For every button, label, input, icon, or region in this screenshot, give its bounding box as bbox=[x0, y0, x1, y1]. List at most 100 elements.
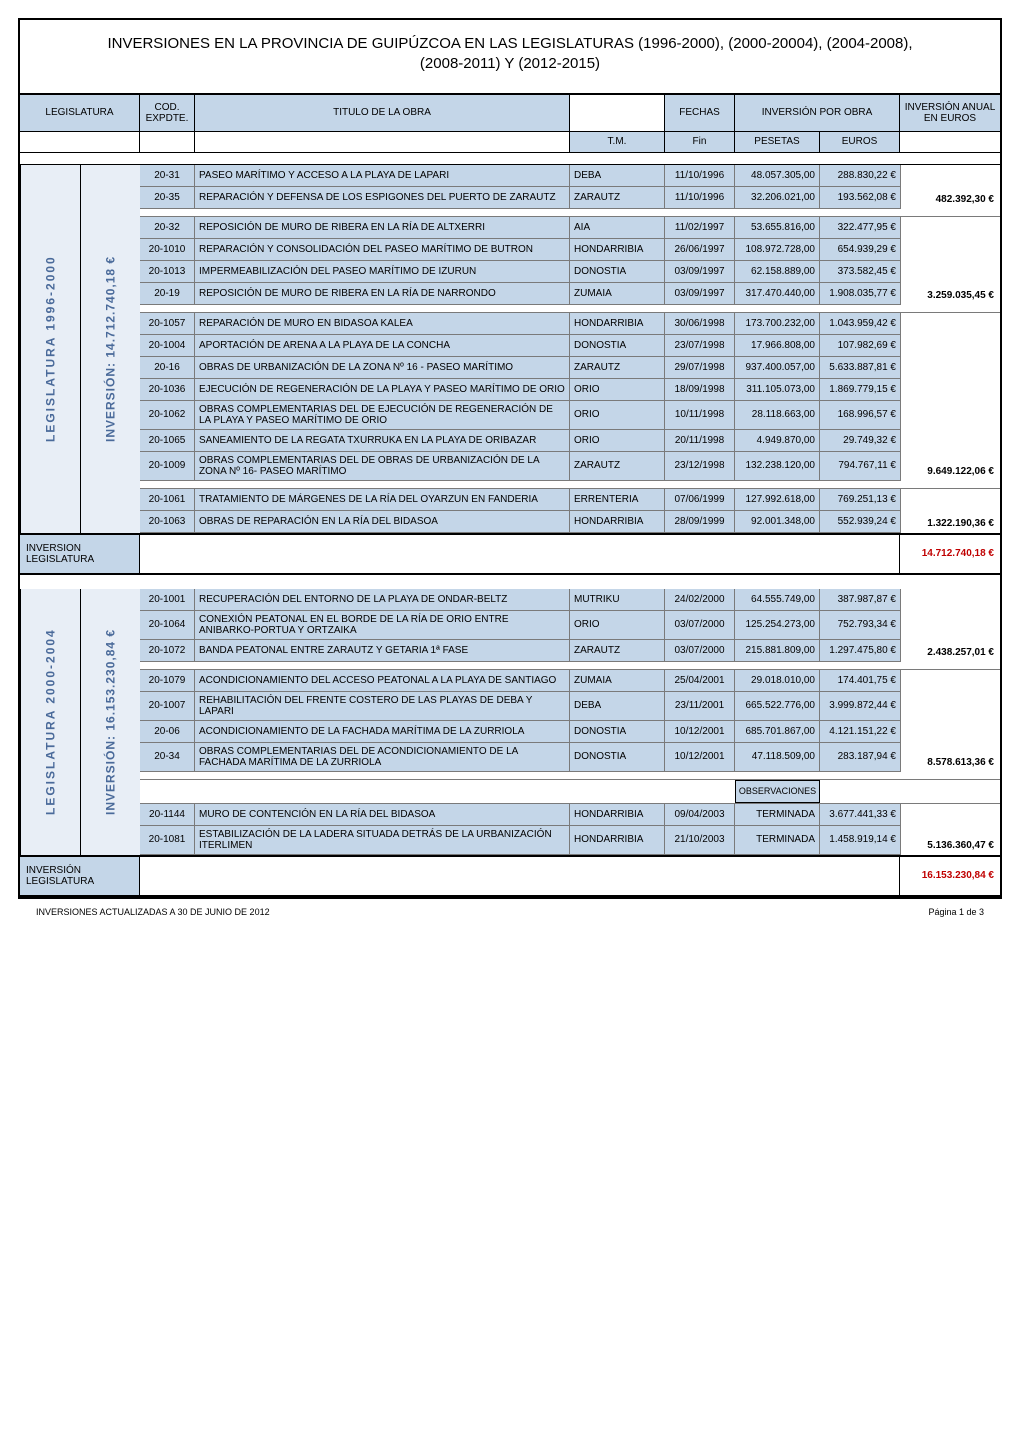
header-pesetas: PESETAS bbox=[735, 132, 820, 152]
table-row: 20-1036EJECUCIÓN DE REGENERACIÓN DE LA P… bbox=[140, 379, 900, 401]
tm-cell: ZARAUTZ bbox=[570, 452, 665, 480]
titulo-cell: OBRAS DE URBANIZACIÓN DE LA ZONA Nº 16 -… bbox=[195, 357, 570, 378]
pesetas-cell: TERMINADA bbox=[735, 804, 820, 825]
titulo-cell: PASEO MARÍTIMO Y ACCESO A LA PLAYA DE LA… bbox=[195, 165, 570, 186]
tm-cell: HONDARRIBIA bbox=[570, 239, 665, 260]
header-cod: COD. EXPDTE. bbox=[140, 95, 195, 131]
group-rows: 20-1061TRATAMIENTO DE MÁRGENES DE LA RÍA… bbox=[140, 489, 900, 533]
euros-cell: 794.767,11 € bbox=[820, 452, 900, 480]
cod-cell: 20-1062 bbox=[140, 401, 195, 429]
titulo-cell: ESTABILIZACIÓN DE LA LADERA SITUADA DETR… bbox=[195, 826, 570, 854]
tm-cell: MUTRIKU bbox=[570, 589, 665, 610]
tm-cell: AIA bbox=[570, 217, 665, 238]
table-row: 20-1010REPARACIÓN Y CONSOLIDACIÓN DEL PA… bbox=[140, 239, 900, 261]
fecha-cell: 03/09/1997 bbox=[665, 283, 735, 304]
fecha-cell: 23/11/2001 bbox=[665, 692, 735, 720]
table-row: 20-1079ACONDICIONAMIENTO DEL ACCESO PEAT… bbox=[140, 670, 900, 692]
fecha-cell: 21/10/2003 bbox=[665, 826, 735, 854]
cod-cell: 20-34 bbox=[140, 743, 195, 771]
tm-cell: ZARAUTZ bbox=[570, 357, 665, 378]
group-rows: 20-31PASEO MARÍTIMO Y ACCESO A LA PLAYA … bbox=[140, 165, 900, 209]
total-value: 16.153.230,84 € bbox=[900, 857, 1000, 895]
group-spacer bbox=[140, 662, 1000, 670]
spacer bbox=[20, 153, 1000, 165]
fecha-cell: 11/02/1997 bbox=[665, 217, 735, 238]
euros-cell: 288.830,22 € bbox=[820, 165, 900, 186]
fecha-cell: 23/12/1998 bbox=[665, 452, 735, 480]
cod-cell: 20-1057 bbox=[140, 313, 195, 334]
pesetas-cell: 108.972.728,00 bbox=[735, 239, 820, 260]
observaciones-label: OBSERVACIONES bbox=[735, 780, 820, 803]
tm-cell: DONOSTIA bbox=[570, 261, 665, 282]
tm-cell: HONDARRIBIA bbox=[570, 511, 665, 532]
fecha-cell: 28/09/1999 bbox=[665, 511, 735, 532]
table-row: 20-1007REHABILITACIÓN DEL FRENTE COSTERO… bbox=[140, 692, 900, 721]
table-row: 20-1081ESTABILIZACIÓN DE LA LADERA SITUA… bbox=[140, 826, 900, 855]
block-1996-2000: LEGISLATURA 1996-2000 INVERSIÓN: 14.712.… bbox=[20, 165, 1000, 535]
titulo-cell: REPARACIÓN DE MURO EN BIDASOA KALEA bbox=[195, 313, 570, 334]
euros-cell: 283.187,94 € bbox=[820, 743, 900, 771]
pesetas-cell: TERMINADA bbox=[735, 826, 820, 854]
group-rows: 20-1057REPARACIÓN DE MURO EN BIDASOA KAL… bbox=[140, 313, 900, 481]
tm-cell: ZARAUTZ bbox=[570, 187, 665, 208]
table-row: 20-1144MURO DE CONTENCIÓN EN LA RÍA DEL … bbox=[140, 804, 900, 826]
group-rows: 20-1079ACONDICIONAMIENTO DEL ACCESO PEAT… bbox=[140, 670, 900, 772]
titulo-cell: OBRAS COMPLEMENTARIAS DEL DE EJECUCIÓN D… bbox=[195, 401, 570, 429]
tm-cell: ORIO bbox=[570, 430, 665, 451]
titulo-cell: REHABILITACIÓN DEL FRENTE COSTERO DE LAS… bbox=[195, 692, 570, 720]
cod-cell: 20-06 bbox=[140, 721, 195, 742]
total-label-2: LEGISLATURA bbox=[26, 554, 133, 565]
tm-cell: DEBA bbox=[570, 692, 665, 720]
cod-cell: 20-1004 bbox=[140, 335, 195, 356]
tm-cell: ZUMAIA bbox=[570, 670, 665, 691]
pesetas-cell: 62.158.889,00 bbox=[735, 261, 820, 282]
titulo-cell: EJECUCIÓN DE REGENERACIÓN DE LA PLAYA Y … bbox=[195, 379, 570, 400]
cod-cell: 20-1009 bbox=[140, 452, 195, 480]
cod-cell: 20-1061 bbox=[140, 489, 195, 510]
tm-cell: HONDARRIBIA bbox=[570, 804, 665, 825]
side-label-inversion: INVERSIÓN: 16.153.230,84 € bbox=[80, 589, 140, 855]
euros-cell: 174.401,75 € bbox=[820, 670, 900, 691]
fecha-cell: 23/07/1998 bbox=[665, 335, 735, 356]
titulo-cell: IMPERMEABILIZACIÓN DEL PASEO MARÍTIMO DE… bbox=[195, 261, 570, 282]
euros-cell: 769.251,13 € bbox=[820, 489, 900, 510]
titulo-cell: ACONDICIONAMIENTO DEL ACCESO PEATONAL A … bbox=[195, 670, 570, 691]
pesetas-cell: 132.238.120,00 bbox=[735, 452, 820, 480]
group-spacer bbox=[140, 209, 1000, 217]
pesetas-cell: 48.057.305,00 bbox=[735, 165, 820, 186]
cod-cell: 20-31 bbox=[140, 165, 195, 186]
cod-cell: 20-1144 bbox=[140, 804, 195, 825]
header-titulo: TITULO DE LA OBRA bbox=[195, 95, 570, 131]
table-row: 20-1004APORTACIÓN DE ARENA A LA PLAYA DE… bbox=[140, 335, 900, 357]
pesetas-cell: 317.470.440,00 bbox=[735, 283, 820, 304]
header-legislatura: LEGISLATURA bbox=[20, 95, 140, 131]
euros-cell: 1.297.475,80 € bbox=[820, 640, 900, 661]
total-spacer bbox=[140, 535, 900, 573]
table-row: 20-1064CONEXIÓN PEATONAL EN EL BORDE DE … bbox=[140, 611, 900, 640]
pesetas-cell: 47.118.509,00 bbox=[735, 743, 820, 771]
table-row: 20-16OBRAS DE URBANIZACIÓN DE LA ZONA Nº… bbox=[140, 357, 900, 379]
main-container: INVERSIONES EN LA PROVINCIA DE GUIPÚZCOA… bbox=[18, 18, 1002, 899]
euros-cell: 29.749,32 € bbox=[820, 430, 900, 451]
euros-cell: 107.982,69 € bbox=[820, 335, 900, 356]
pesetas-cell: 127.992.618,00 bbox=[735, 489, 820, 510]
inversion-anual-cell: 9.649.122,06 € bbox=[900, 313, 1000, 481]
header-empty bbox=[900, 132, 1000, 152]
titulo-cell: CONEXIÓN PEATONAL EN EL BORDE DE LA RÍA … bbox=[195, 611, 570, 639]
block2-rows: 20-1001RECUPERACIÓN DEL ENTORNO DE LA PL… bbox=[140, 589, 1000, 855]
titulo-cell: REPOSICIÓN DE MURO DE RIBERA EN LA RÍA D… bbox=[195, 217, 570, 238]
table-row: 20-35REPARACIÓN Y DEFENSA DE LOS ESPIGON… bbox=[140, 187, 900, 209]
cod-cell: 20-32 bbox=[140, 217, 195, 238]
table-row: 20-1057REPARACIÓN DE MURO EN BIDASOA KAL… bbox=[140, 313, 900, 335]
fecha-cell: 25/04/2001 bbox=[665, 670, 735, 691]
cod-cell: 20-1010 bbox=[140, 239, 195, 260]
side-label-inversion: INVERSIÓN: 14.712.740,18 € bbox=[80, 165, 140, 533]
fecha-cell: 03/09/1997 bbox=[665, 261, 735, 282]
tm-cell: ORIO bbox=[570, 379, 665, 400]
euros-cell: 752.793,34 € bbox=[820, 611, 900, 639]
pesetas-cell: 937.400.057,00 bbox=[735, 357, 820, 378]
group-spacer bbox=[140, 305, 1000, 313]
euros-cell: 5.633.887,81 € bbox=[820, 357, 900, 378]
euros-cell: 1.458.919,14 € bbox=[820, 826, 900, 854]
fecha-cell: 18/09/1998 bbox=[665, 379, 735, 400]
